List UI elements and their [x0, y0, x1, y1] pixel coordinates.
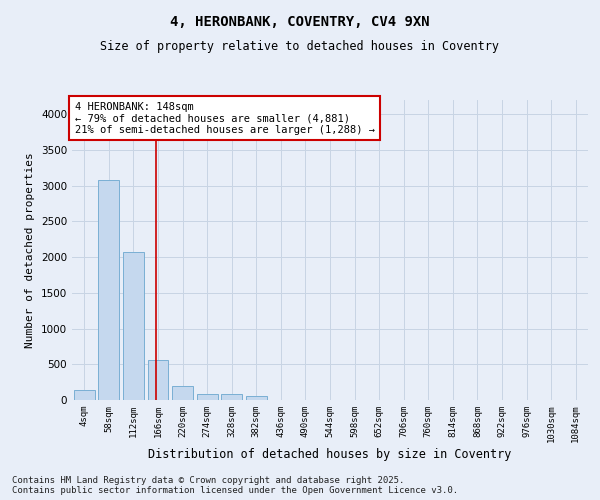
Bar: [148, 360, 169, 400]
Bar: [221, 394, 242, 400]
Bar: [246, 396, 267, 400]
Y-axis label: Number of detached properties: Number of detached properties: [25, 152, 35, 348]
Bar: [172, 386, 193, 400]
Text: 4, HERONBANK, COVENTRY, CV4 9XN: 4, HERONBANK, COVENTRY, CV4 9XN: [170, 15, 430, 29]
Bar: [123, 252, 144, 400]
Bar: [74, 390, 95, 400]
Text: 4 HERONBANK: 148sqm
← 79% of detached houses are smaller (4,881)
21% of semi-det: 4 HERONBANK: 148sqm ← 79% of detached ho…: [74, 102, 374, 134]
X-axis label: Distribution of detached houses by size in Coventry: Distribution of detached houses by size …: [148, 448, 512, 461]
Bar: [98, 180, 119, 400]
Bar: [197, 394, 218, 400]
Text: Size of property relative to detached houses in Coventry: Size of property relative to detached ho…: [101, 40, 499, 53]
Text: Contains HM Land Registry data © Crown copyright and database right 2025.
Contai: Contains HM Land Registry data © Crown c…: [12, 476, 458, 495]
